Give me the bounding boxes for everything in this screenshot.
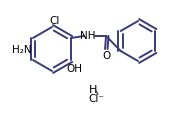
Text: O: O — [102, 51, 110, 60]
Text: NH: NH — [80, 31, 96, 41]
Text: H: H — [89, 84, 97, 94]
Text: H₂N: H₂N — [12, 45, 32, 55]
Text: Cl⁻: Cl⁻ — [88, 93, 104, 103]
Text: OH: OH — [66, 63, 82, 73]
Text: Cl: Cl — [50, 16, 60, 26]
